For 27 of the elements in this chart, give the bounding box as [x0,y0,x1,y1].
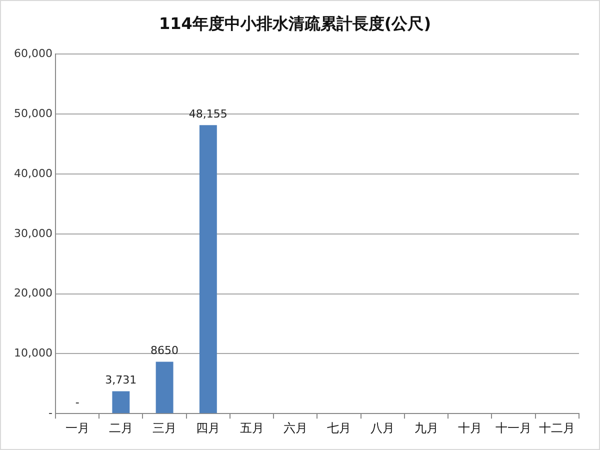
x-tick-label: 五月 [240,420,264,435]
y-tick-label: 40,000 [14,166,52,180]
y-tick-label: 10,000 [14,346,52,360]
x-tick-label: 十二月 [539,420,576,435]
data-label: 3,731 [105,374,137,387]
bar [199,125,217,414]
chart-title: 114年度中小排水清疏累計長度(公尺) [158,14,432,33]
x-tick-label: 七月 [327,420,352,435]
data-label: 8650 [150,344,179,358]
y-tick-label: 60,000 [14,47,52,60]
x-tick-label: 二月 [108,420,133,435]
data-label: - [75,396,80,409]
y-tick-label: - [48,406,53,420]
x-tick-label: 十一月 [496,420,532,435]
x-tick-label: 四月 [196,420,220,435]
bar [112,391,130,414]
data-label: 48,155 [188,108,228,121]
x-tick-label: 三月 [152,420,177,435]
y-tick-label: 50,000 [14,106,52,120]
x-tick-label: 一月 [65,420,90,435]
x-tick-label: 六月 [283,420,308,435]
x-tick-label: 九月 [414,420,438,435]
y-tick-label: 30,000 [14,226,52,240]
x-tick-label: 八月 [370,420,395,435]
y-tick-label: 20,000 [14,286,52,300]
x-tick-label: 十月 [458,420,482,435]
bar [156,362,174,414]
